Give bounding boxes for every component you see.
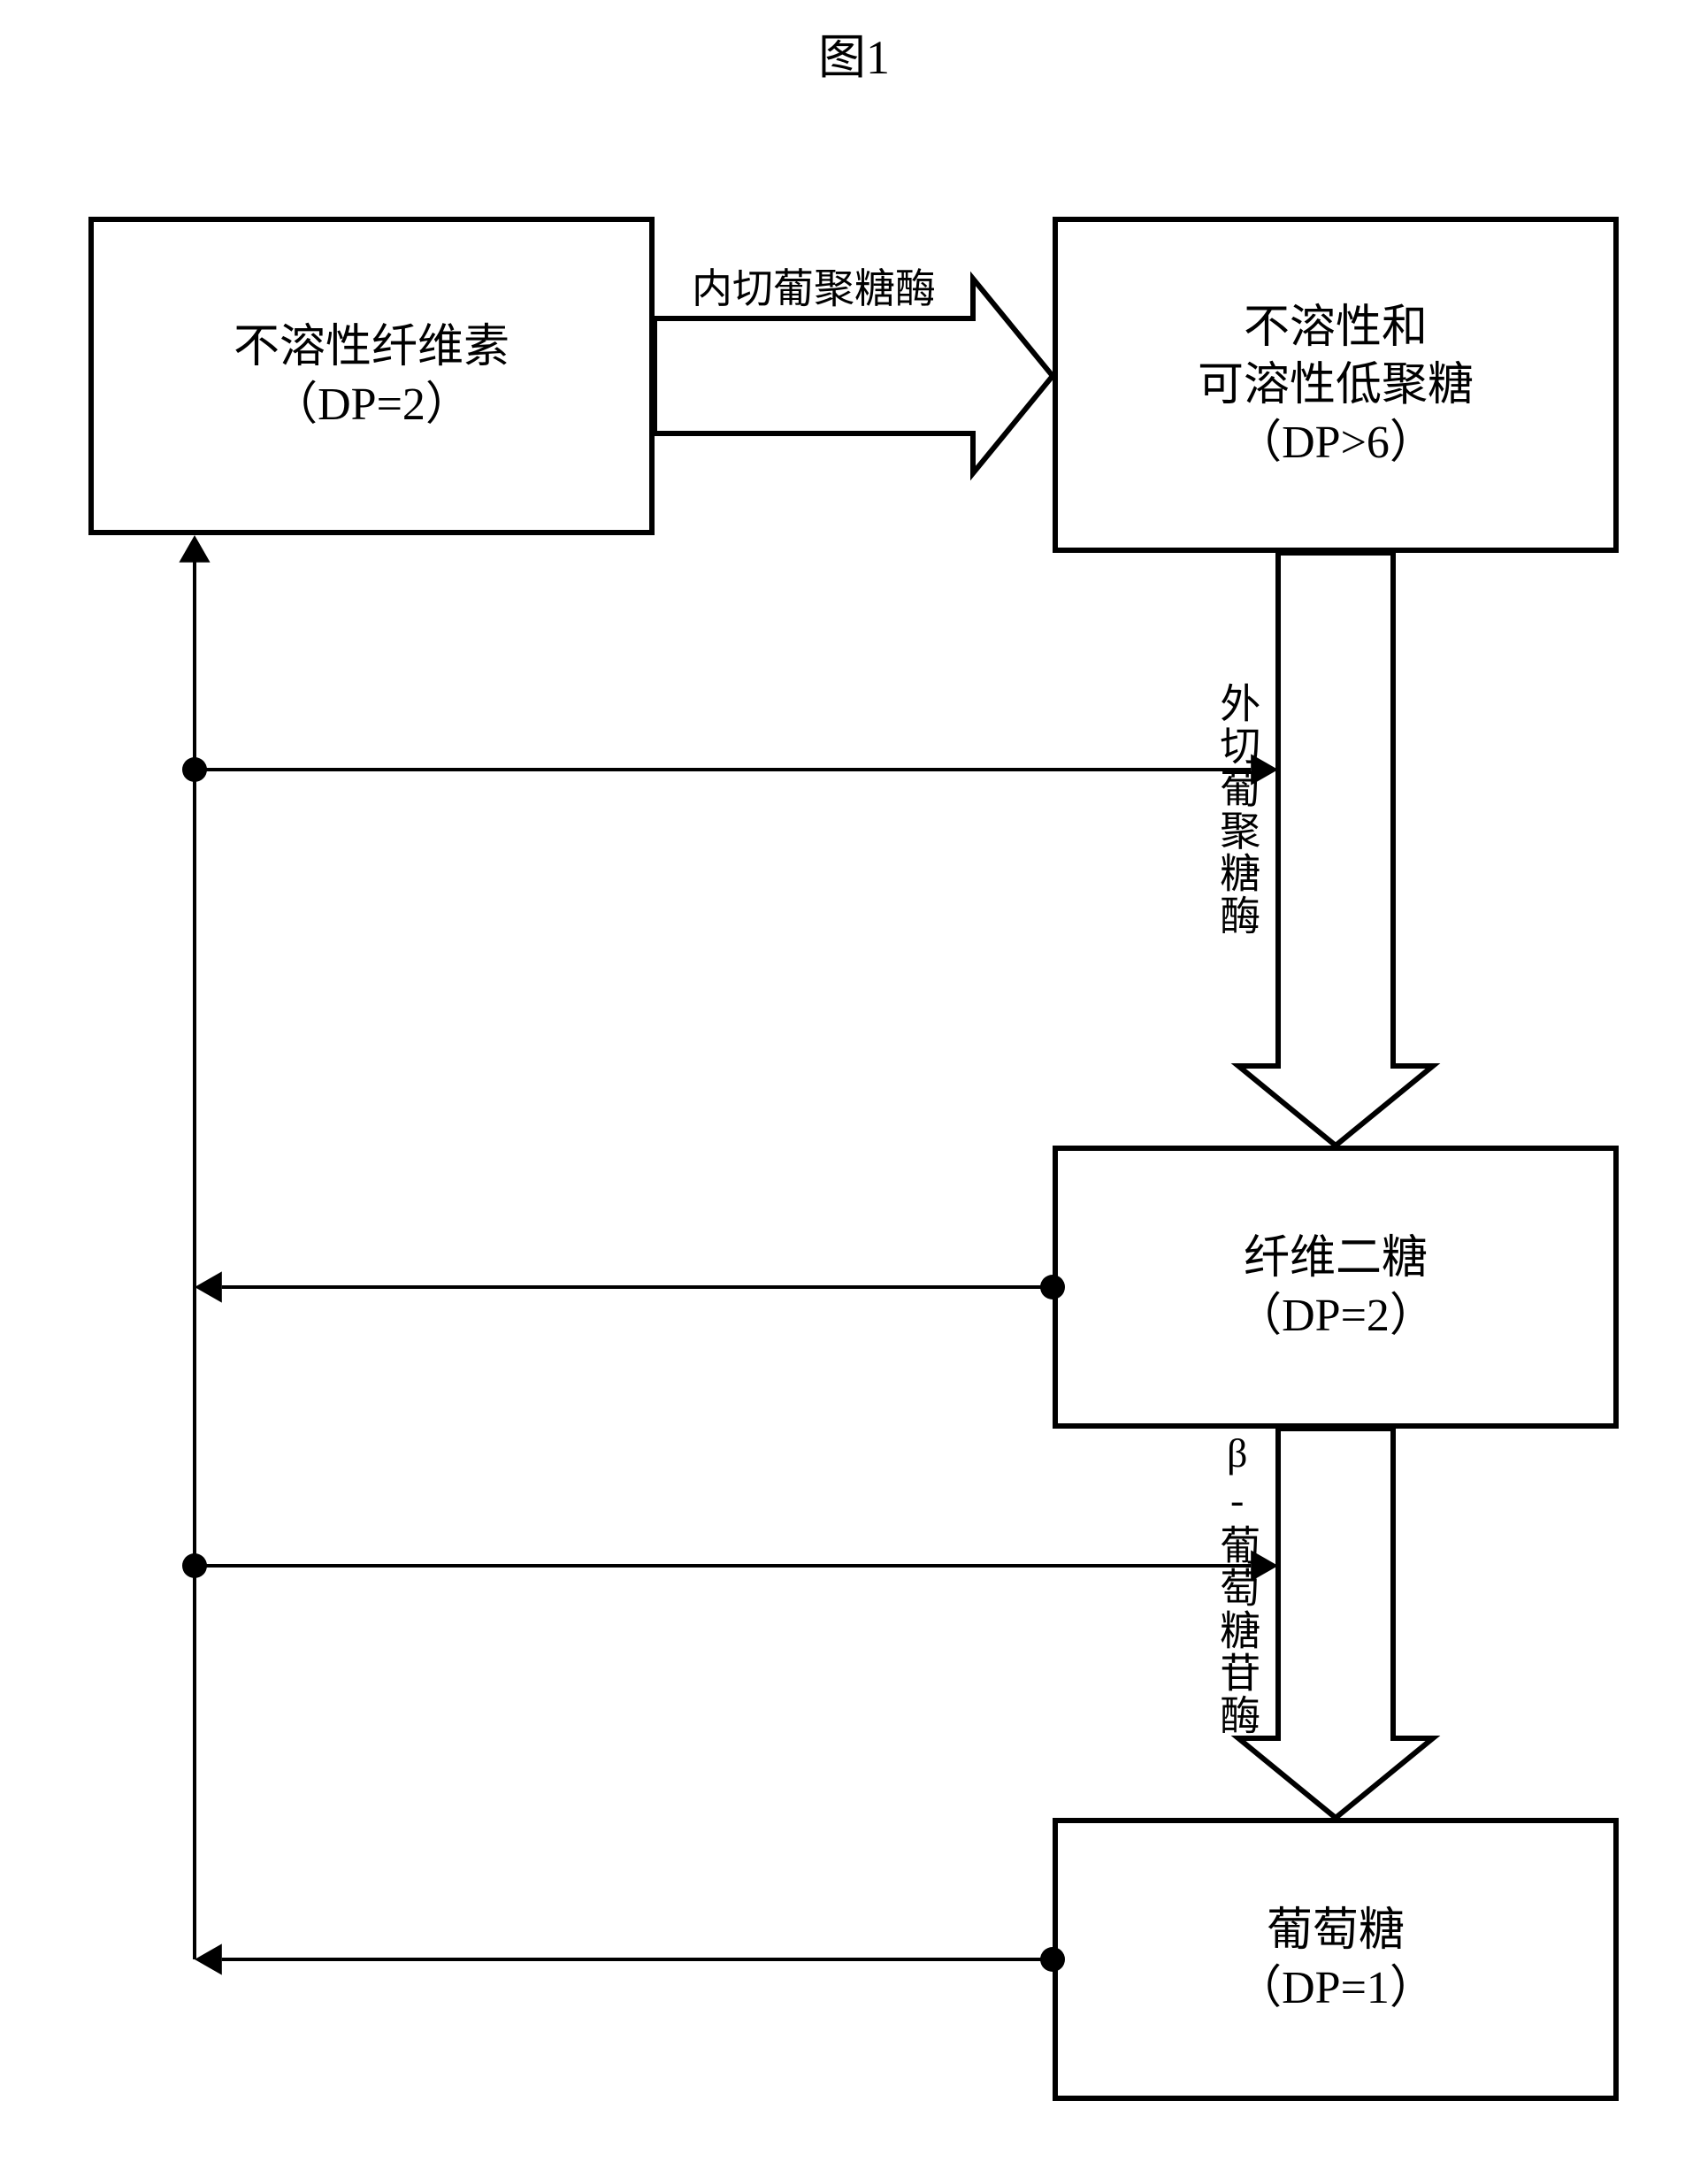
node-glucose: 葡萄糖 （DP=1） bbox=[1053, 1818, 1619, 2101]
arrow-label-beta-glucosidase: β-葡萄糖苷酶 bbox=[1216, 1429, 1257, 1738]
arrow-label-exoglucanase: 外切葡聚糖酶 bbox=[1216, 553, 1257, 1066]
figure-title: 图1 bbox=[818, 18, 890, 88]
arrow-label-endoglucanase: 内切葡聚糖酶 bbox=[655, 257, 973, 315]
node-cellulose-line1: 不溶性纤维素 bbox=[234, 318, 509, 376]
node-oligo-line1: 不溶性和 bbox=[1244, 299, 1428, 356]
node-cellobiose: 纤维二糖 （DP=2） bbox=[1053, 1146, 1619, 1429]
node-oligo-line2: 可溶性低聚糖 bbox=[1198, 356, 1474, 414]
node-oligo: 不溶性和 可溶性低聚糖 （DP>6） bbox=[1053, 217, 1619, 553]
node-cellobiose-line2: （DP=2） bbox=[1236, 1287, 1436, 1345]
node-oligo-line3: （DP>6） bbox=[1236, 414, 1436, 471]
node-cellobiose-line1: 纤维二糖 bbox=[1244, 1230, 1428, 1287]
node-cellulose-line2: （DP=2） bbox=[272, 376, 471, 433]
figure-page: 图1 不溶性纤维素 （DP=2） 不溶性和 可溶性低聚糖 （DP>6） 纤维二糖… bbox=[0, 0, 1708, 2177]
node-glucose-line1: 葡萄糖 bbox=[1267, 1902, 1405, 1959]
node-glucose-line2: （DP=1） bbox=[1236, 1959, 1436, 2017]
node-cellulose: 不溶性纤维素 （DP=2） bbox=[88, 217, 655, 535]
